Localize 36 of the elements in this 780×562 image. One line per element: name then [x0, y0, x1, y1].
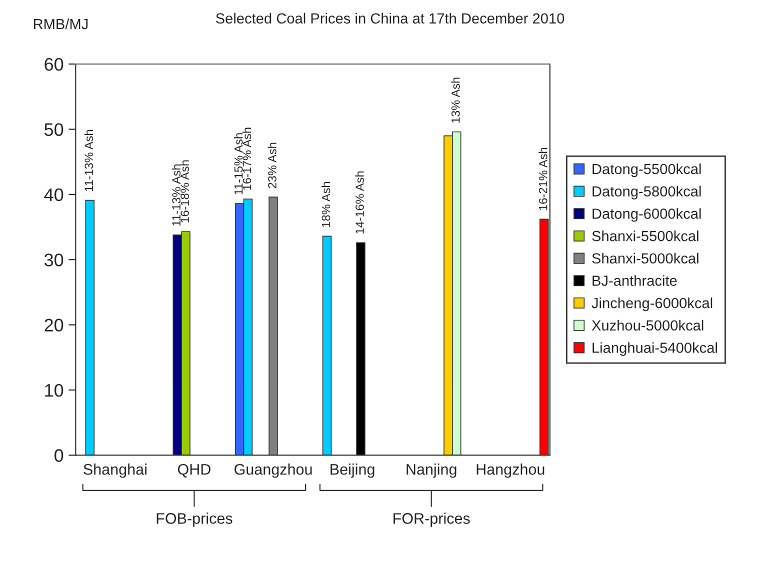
y-tick-label: 0: [54, 449, 64, 462]
text: FOR-prices: [394, 512, 470, 527]
legend-label: Shanxi-5500kcal: [592, 230, 698, 242]
chart-title: Selected Coal Prices in China at 17th December 2010: [216, 12, 564, 24]
legend-label: Datong-5500kcal: [592, 163, 701, 178]
legend-label: Jincheng-6000kcal: [592, 298, 712, 312]
text: FOB-prices: [156, 512, 232, 527]
annotation: 11-15% Ash: [234, 133, 243, 194]
x-tick-label: QHD: [178, 464, 210, 478]
annotation: 16-21% Ash: [538, 148, 548, 210]
annotation: 16-18% Ash: [180, 160, 189, 222]
legend-label: Datong-5800kcal: [592, 186, 701, 200]
legend-label: Shanxi-5000kcal: [592, 252, 698, 264]
x-tick-label: Nanjing: [406, 464, 456, 478]
legend-label: BJ-anthracite: [592, 275, 677, 286]
annotation: 23% Ash: [268, 142, 276, 188]
annotation: 14-16% Ash: [355, 171, 364, 234]
y-tick-label: 60: [44, 58, 64, 71]
y-tick-label: 30: [44, 254, 64, 266]
y-tick-label: 40: [44, 188, 64, 202]
legend-label: Datong-6000kcal: [592, 208, 701, 222]
x-tick-label: Hangzhou: [476, 464, 544, 478]
x-tick-label: Guangzhou: [234, 464, 312, 478]
y-axis-title: RMB/MJ: [34, 18, 88, 30]
y-tick-label: 20: [44, 318, 64, 332]
y-tick-label: 10: [45, 384, 64, 397]
y-tick-label: 50: [44, 123, 64, 136]
annotation: 18% Ash: [322, 182, 330, 227]
annotation: 11-13% Ash: [172, 164, 181, 226]
legend-label: Lianghuai-5400kcal: [592, 342, 717, 356]
annotation: 16-17% Ash: [242, 128, 252, 190]
annotation: 13% Ash: [451, 78, 460, 123]
legend-label: Xuzhou-5000kcal: [592, 320, 704, 331]
annotation: 11-13% Ash: [84, 130, 94, 192]
x-tick-label: Beijing: [330, 464, 374, 478]
x-tick-label: Shanghai: [84, 464, 146, 478]
